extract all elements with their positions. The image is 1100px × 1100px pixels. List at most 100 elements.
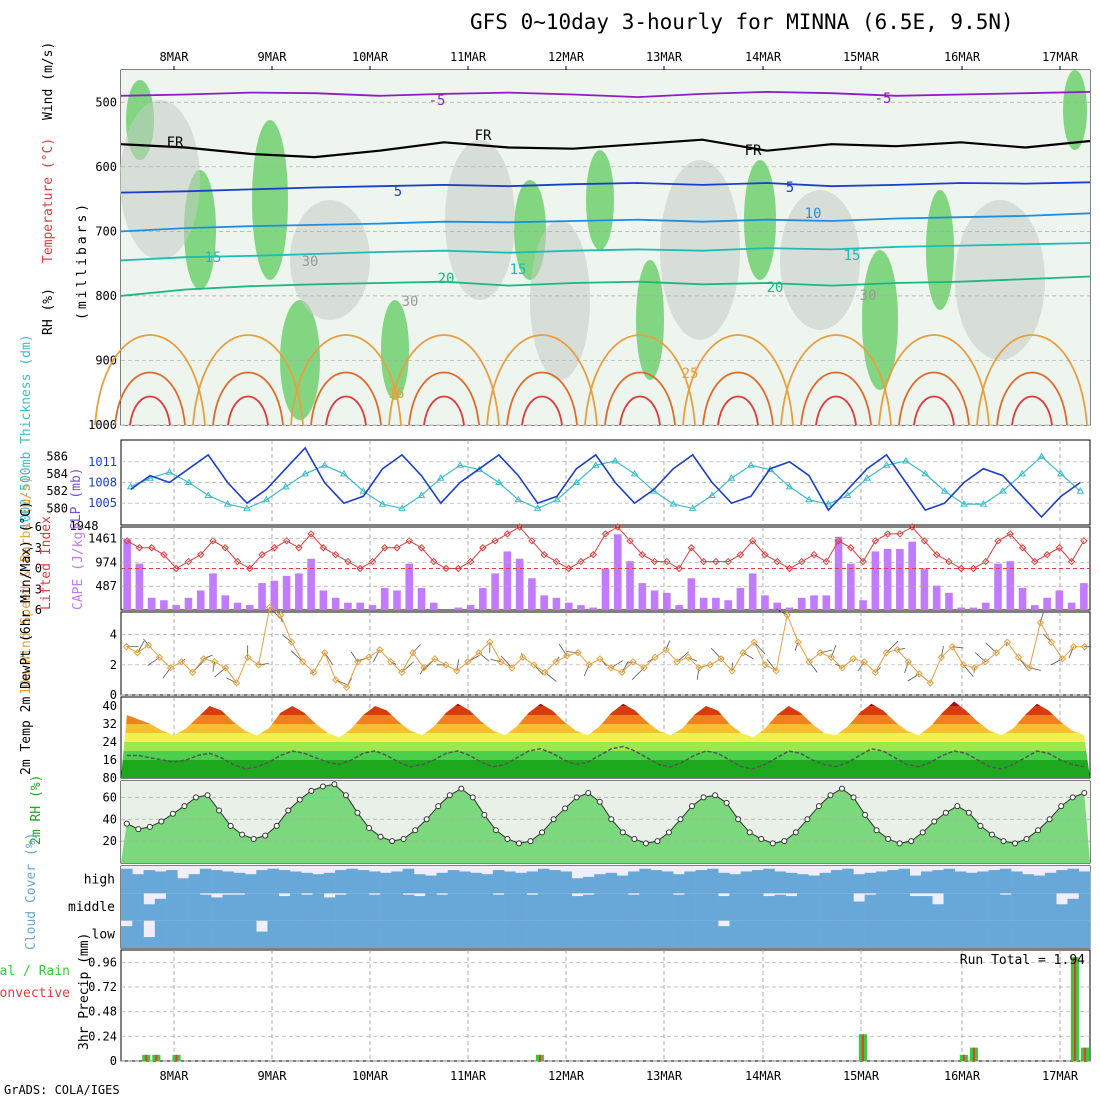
cloud-bar-high xyxy=(244,874,257,894)
cloud-level-label: high xyxy=(84,873,115,888)
wind-speed-point xyxy=(431,655,439,663)
rh-point xyxy=(862,811,869,818)
cloud-bar-low xyxy=(357,920,370,948)
thickness-point xyxy=(533,504,542,511)
cloud-bar-middle xyxy=(875,893,888,921)
rh-shade-green xyxy=(926,190,954,310)
precip-tick-label: 0.96 xyxy=(88,955,117,969)
lifted-index-point xyxy=(601,530,610,538)
wind-speed-point xyxy=(893,646,902,654)
cloud-bar-middle xyxy=(290,893,302,921)
wind-speed-point xyxy=(827,653,835,661)
contour-label: 20 xyxy=(767,280,784,296)
wind-tick-label: 2 xyxy=(110,658,117,672)
wind-speed-point xyxy=(750,638,758,646)
wind-speed-point xyxy=(155,653,164,661)
lifted-index-point xyxy=(454,564,463,573)
cape-tick-label: 974 xyxy=(95,555,117,569)
rh-point xyxy=(158,818,165,825)
lifted-index-point xyxy=(687,544,696,552)
cloud-bar-high xyxy=(740,871,753,894)
wind-barb xyxy=(753,641,766,655)
cloud-bar-low xyxy=(639,920,651,948)
cloud-bar-high xyxy=(560,871,572,894)
cloud-bar-low xyxy=(774,920,787,948)
lifted-index-point xyxy=(896,530,904,538)
x-tick-label-top: 17MAR xyxy=(1042,50,1079,64)
cloud-bar-middle xyxy=(549,893,561,921)
wind-speed-point xyxy=(166,664,175,672)
contour-label: 5 xyxy=(786,180,794,196)
rh-point xyxy=(654,838,661,845)
contour-label: 16 xyxy=(388,386,405,402)
wind-barb xyxy=(203,654,213,660)
cloud-bar-middle xyxy=(706,893,719,921)
thickness-point xyxy=(591,461,600,468)
wind-speed-point xyxy=(783,611,791,619)
cloud-bar-middle xyxy=(233,894,246,921)
cloud-bar-middle xyxy=(943,893,956,921)
lifted-index-point xyxy=(969,564,978,573)
cape-bar xyxy=(552,597,561,610)
rh-point xyxy=(608,816,615,823)
temp-tick-label: 40 xyxy=(103,699,117,713)
isotherm-35 xyxy=(521,395,563,426)
cloud-bar-middle xyxy=(335,894,347,921)
thickness-point xyxy=(184,478,193,485)
cape-bar xyxy=(1067,602,1076,610)
wind-speed-point xyxy=(188,668,197,677)
thickness-point xyxy=(998,487,1007,494)
wind-speed-point xyxy=(992,649,1001,657)
isotherm-35 xyxy=(129,395,171,426)
isotherm-30 xyxy=(310,371,382,426)
lifted-index-point xyxy=(430,557,438,566)
x-tick-label-bottom: 11MAR xyxy=(450,1069,487,1083)
cloud-bar-high xyxy=(413,874,426,894)
cloud-bar-low xyxy=(154,920,167,948)
cloud-bar-middle xyxy=(177,893,189,921)
wind-speed-point xyxy=(981,658,990,666)
precip-convective-bar xyxy=(538,1054,541,1061)
lifted-index-point xyxy=(994,537,1002,545)
cape-bar xyxy=(969,607,978,610)
thickness-point xyxy=(727,474,736,481)
rh-point xyxy=(123,820,130,827)
cloud-bar-middle xyxy=(1011,893,1023,921)
rh-point xyxy=(700,794,707,801)
thickness-point xyxy=(514,495,523,503)
rh-point xyxy=(885,835,892,842)
thickness-point xyxy=(281,482,290,490)
wind-barb xyxy=(490,658,501,663)
contour-label: 30 xyxy=(402,294,419,310)
thickness-point xyxy=(320,461,329,468)
cape-bar xyxy=(699,597,708,610)
li-tick-label: 0 xyxy=(35,562,42,576)
rh-point xyxy=(331,781,338,788)
cloud-bar-high xyxy=(1011,871,1023,894)
wind-speed-point xyxy=(475,649,483,657)
isotherm-25 xyxy=(192,334,304,426)
lifted-index-point xyxy=(736,550,745,559)
rh-point xyxy=(239,831,246,838)
li-ylabel: Lifted Index xyxy=(39,516,54,610)
li-tick-label: -6 xyxy=(28,520,42,534)
rh-point xyxy=(377,833,384,840)
precip-convective-bar xyxy=(962,1054,965,1061)
temperature-label: Temperature (°C) xyxy=(41,138,56,263)
rh-point xyxy=(712,792,719,799)
cloud-bar-middle xyxy=(571,896,584,921)
cloud-bar-high xyxy=(763,868,775,894)
cloud-bar-middle xyxy=(616,893,629,921)
rh-point xyxy=(781,838,788,845)
rh-point xyxy=(285,807,292,814)
precip-convective-bar xyxy=(155,1054,158,1061)
rh-shade-grey xyxy=(530,220,590,380)
cape-bar xyxy=(957,607,966,610)
rh-shade-green xyxy=(862,250,898,390)
lifted-index-point xyxy=(331,550,340,559)
wind-speed-point xyxy=(651,653,659,661)
cloud-bar-middle xyxy=(413,896,426,921)
cloud-bar-high xyxy=(605,872,618,894)
cloud-bar-low xyxy=(177,920,189,948)
cloud-bar-low xyxy=(402,920,415,948)
